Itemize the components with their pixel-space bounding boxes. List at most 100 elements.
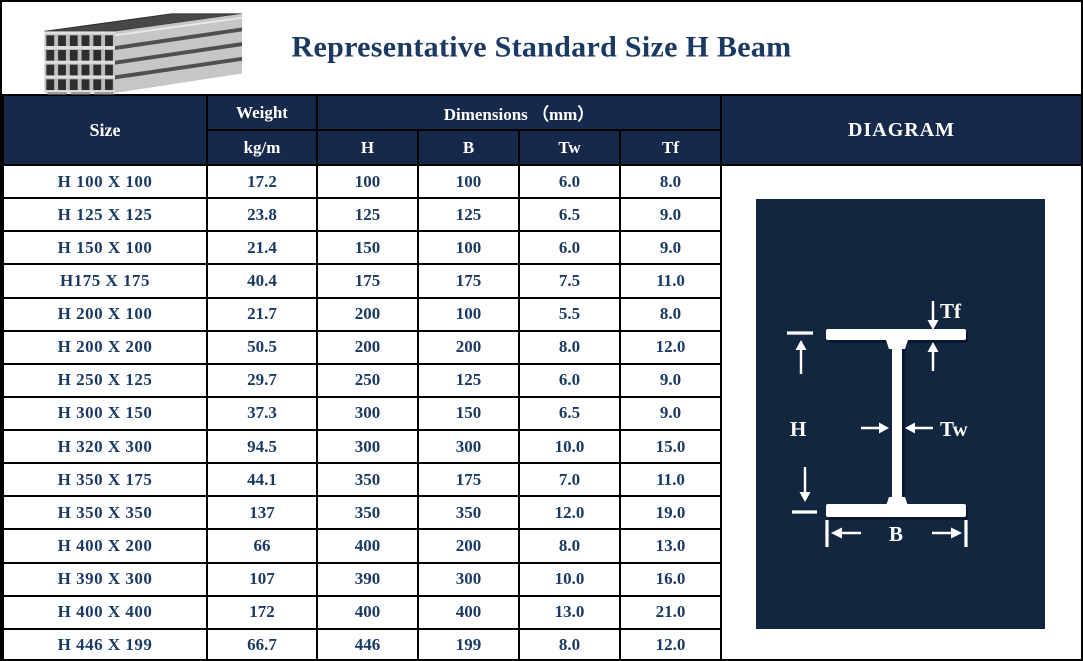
cell-size: H 350 X 175 [2, 462, 208, 498]
cell-weight: 21.7 [206, 296, 318, 332]
table-row: H 400 X 200 66 400 200 8.0 13.0 [2, 528, 1081, 564]
cell-h: 350 [316, 462, 419, 498]
cell-tf: 9.0 [618, 362, 723, 398]
table-row: H 320 X 300 94.5 300 300 10.0 15.0 [2, 428, 1081, 465]
cell-b: 175 [417, 263, 520, 299]
cell-h: 400 [316, 594, 419, 630]
cell-b: 100 [417, 163, 520, 200]
cell-weight: 44.1 [206, 462, 318, 498]
cell-tw: 7.5 [518, 263, 621, 299]
cell-tf: 8.0 [618, 296, 723, 332]
table-row: H 200 X 100 21.7 200 100 5.5 8.0 [2, 296, 1081, 332]
cell-weight: 66 [206, 528, 318, 564]
cell-h: 150 [316, 230, 419, 266]
cell-b: 199 [417, 627, 520, 659]
cell-weight: 107 [206, 561, 318, 597]
cell-tf: 11.0 [618, 263, 723, 299]
cell-b: 300 [417, 561, 520, 597]
cell-b: 100 [417, 296, 520, 332]
header-weight-unit: kg/m [206, 129, 318, 166]
header-weight: Weight [206, 94, 318, 131]
header-size: Size [2, 94, 208, 166]
cell-h: 125 [316, 197, 419, 233]
cell-tw: 13.0 [518, 594, 621, 630]
table-row: H 350 X 350 137 350 350 12.0 19.0 [2, 495, 1081, 531]
header-dimensions: Dimensions （mm） [315, 94, 723, 131]
diagram-b-label: B [889, 522, 903, 546]
cell-b: 200 [417, 329, 520, 365]
cell-tw: 8.0 [518, 627, 621, 659]
cell-tf: 11.0 [618, 462, 723, 498]
banner: Representative Standard Size H Beam [2, 2, 1081, 95]
diagram-tf-label: Tf [940, 299, 962, 323]
table-row: H175 X 175 40.4 175 175 7.5 11.0 [2, 263, 1081, 299]
table-row: H 400 X 400 172 400 400 13.0 21.0 [2, 594, 1081, 630]
cell-weight: 172 [206, 594, 318, 630]
table-row: H 446 X 199 66.7 446 199 8.0 12.0 [2, 627, 1081, 659]
table-body: H 100 X 100 17.2 100 100 6.0 8.0 [2, 163, 1081, 659]
cell-size: H 300 X 150 [2, 395, 208, 432]
cell-h: 400 [316, 528, 419, 564]
cell-h: 300 [316, 395, 419, 432]
cell-b: 150 [417, 395, 520, 432]
header-tf: Tf [618, 129, 723, 166]
cell-weight: 137 [206, 495, 318, 531]
cell-tf: 12.0 [618, 329, 723, 365]
cell-b: 300 [417, 428, 520, 465]
table-row: H 200 X 200 50.5 200 200 8.0 12.0 [2, 329, 1081, 365]
cell-size: H 400 X 200 [2, 528, 208, 564]
cell-b: 400 [417, 594, 520, 630]
cell-tf: 19.0 [618, 495, 723, 531]
cell-h: 250 [316, 362, 419, 398]
cell-tf: 16.0 [618, 561, 723, 597]
table-row: H 100 X 100 17.2 100 100 6.0 8.0 [2, 163, 1081, 659]
cell-tf: 9.0 [618, 230, 723, 266]
table-header: Size Weight Dimensions （mm） DIAGRAM kg/m… [2, 94, 1081, 166]
cell-size: H 250 X 125 [2, 362, 208, 398]
cell-tw: 10.0 [518, 428, 621, 465]
cell-weight: 50.5 [206, 329, 318, 365]
diagram-h-label: H [790, 417, 806, 441]
cell-b: 100 [417, 230, 520, 266]
table-row: H 250 X 125 29.7 250 125 6.0 9.0 [2, 362, 1081, 398]
cell-size: H175 X 175 [2, 263, 208, 299]
cell-tf: 9.0 [618, 197, 723, 233]
cell-tf: 13.0 [618, 528, 723, 564]
cell-h: 200 [316, 296, 419, 332]
cell-b: 175 [417, 462, 520, 498]
cell-h: 175 [316, 263, 419, 299]
h-beam-stack-photo [14, 5, 246, 100]
diagram-tw-label: Tw [940, 417, 968, 441]
cell-weight: 40.4 [206, 263, 318, 299]
header-tw: Tw [518, 129, 621, 166]
cell-tf: 12.0 [618, 627, 723, 659]
cell-b: 200 [417, 528, 520, 564]
cell-tw: 6.0 [518, 163, 621, 200]
cell-tw: 6.5 [518, 197, 621, 233]
cell-tw: 5.5 [518, 296, 621, 332]
cell-size: H 150 X 100 [2, 230, 208, 266]
cell-h: 200 [316, 329, 419, 365]
cell-tf: 8.0 [618, 163, 723, 200]
cell-size: H 125 X 125 [2, 197, 208, 233]
h-beam-cross-section-diagram: Tf H Tw B [756, 198, 1046, 629]
cell-size: H 320 X 300 [2, 428, 208, 465]
cell-weight: 94.5 [206, 428, 318, 465]
cell-b: 125 [417, 362, 520, 398]
cell-tw: 6.0 [518, 230, 621, 266]
cell-tw: 10.0 [518, 561, 621, 597]
cell-weight: 66.7 [206, 627, 318, 659]
cell-size: H 100 X 100 [2, 163, 208, 200]
cell-tw: 8.0 [518, 528, 621, 564]
table-row: H 150 X 100 21.4 150 100 6.0 9.0 [2, 230, 1081, 266]
header-b: B [417, 129, 520, 166]
header-h: H [316, 129, 419, 166]
cell-size: H 350 X 350 [2, 495, 208, 531]
cell-tf: 9.0 [618, 395, 723, 432]
cell-h: 390 [316, 561, 419, 597]
cell-tw: 6.5 [518, 395, 621, 432]
cell-size: H 200 X 200 [2, 329, 208, 365]
diagram-cell: Tf H Tw B [720, 164, 1081, 659]
cell-weight: 29.7 [206, 362, 318, 398]
